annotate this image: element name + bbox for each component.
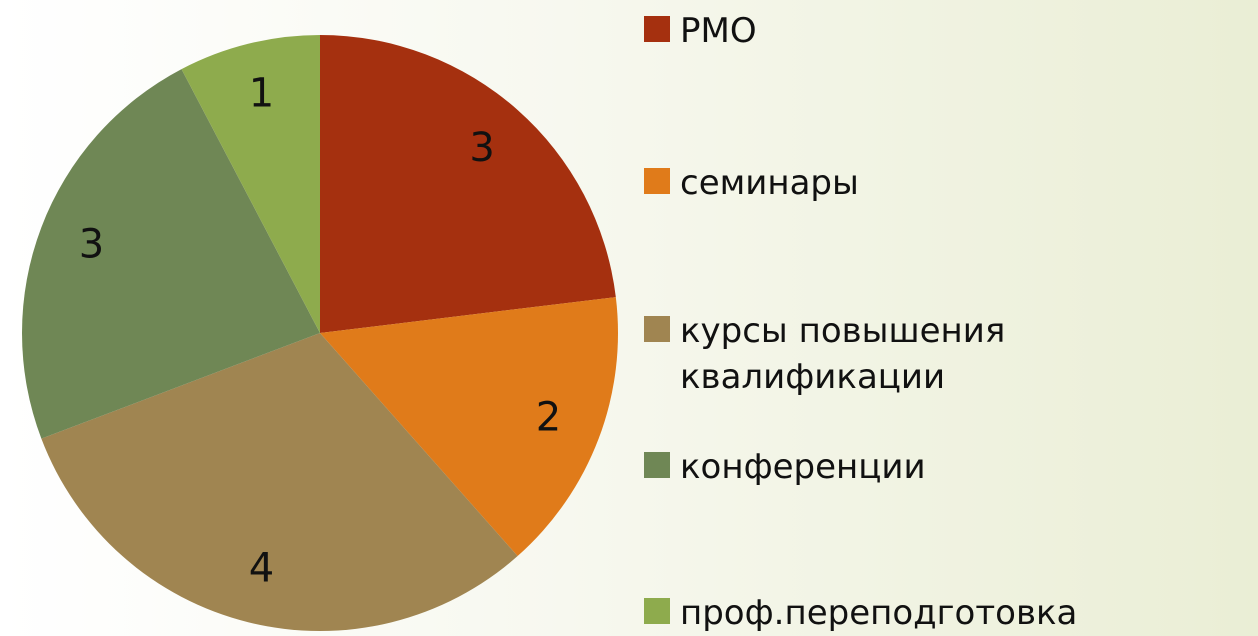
legend-swatch	[644, 168, 670, 194]
data-label: 1	[249, 71, 274, 117]
data-label: 2	[536, 395, 561, 441]
data-label: 3	[469, 125, 494, 171]
legend-label: конференции	[680, 447, 926, 487]
pie-slice	[41, 333, 518, 632]
pie-slice	[22, 69, 320, 439]
legend-swatch	[644, 316, 670, 342]
legend-label: семинары	[680, 163, 859, 203]
legend-item: конференции	[644, 444, 1020, 490]
pie-slice	[181, 35, 320, 333]
legend-label: курсы повышения квалификации	[680, 311, 1006, 397]
legend-item: семинары	[644, 160, 1020, 206]
legend-item: РМО	[644, 8, 1020, 54]
legend-label: проф.переподготовка	[680, 593, 1078, 633]
data-label: 3	[79, 221, 104, 267]
legend-item: курсы повышения квалификации	[644, 308, 1020, 400]
pie-slice	[320, 297, 618, 557]
legend-swatch	[644, 598, 670, 624]
legend-label: РМО	[680, 11, 757, 51]
legend-swatch	[644, 16, 670, 42]
legend-item: проф.переподготовка	[644, 590, 1078, 636]
legend-swatch	[644, 452, 670, 478]
pie-slice	[320, 35, 616, 333]
data-label: 4	[249, 545, 274, 591]
